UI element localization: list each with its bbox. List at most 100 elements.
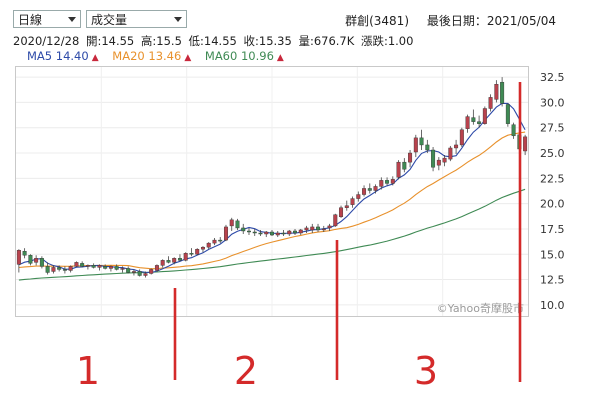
candle-body [258, 232, 263, 235]
candle [350, 196, 355, 208]
candle-body [57, 267, 62, 270]
chevron-down-icon [174, 17, 182, 22]
triangle-up-icon: ▲ [91, 53, 99, 63]
last-date: 最後日期：2021/05/04 [426, 14, 556, 28]
phase-label: 1 [76, 349, 100, 393]
candle [419, 129, 424, 150]
candle-body [523, 136, 528, 152]
candle-body [436, 159, 441, 166]
candle-body [264, 231, 269, 235]
candle [160, 259, 165, 268]
candle [488, 94, 493, 112]
candle-body [195, 248, 200, 255]
ma20-legend: MA20 13.46 ▲ [112, 49, 195, 63]
candle [108, 265, 113, 272]
candle-body [293, 230, 297, 234]
candle-body [362, 188, 367, 195]
candle [252, 228, 257, 237]
candle [218, 237, 223, 244]
candle-body [149, 269, 154, 274]
indicator-select[interactable]: 成交量 [86, 10, 187, 28]
candle [45, 262, 50, 275]
phase-annotations: 1 2 3 [76, 82, 522, 393]
candle [293, 228, 297, 236]
candle [436, 157, 441, 171]
candle-body [218, 239, 223, 242]
candle-body [120, 268, 125, 270]
candle-body [454, 144, 459, 149]
candle-body [183, 253, 188, 261]
period-select-value: 日線 [18, 13, 43, 27]
candle [177, 254, 182, 262]
ma60-label: MA60 [204, 49, 238, 63]
candle [39, 256, 44, 269]
candle-body [16, 250, 21, 265]
ma20-line [18, 131, 526, 270]
candle [97, 264, 102, 271]
candle-body [304, 227, 309, 231]
candle [385, 177, 390, 186]
candle [494, 80, 499, 103]
candle [287, 229, 292, 237]
candle [16, 249, 21, 273]
candle-body [247, 230, 251, 233]
candle [241, 223, 246, 235]
candle-body [425, 144, 430, 151]
candle-body [154, 265, 159, 271]
candle [223, 224, 228, 242]
candle-body [442, 157, 447, 163]
indicator-select-value: 成交量 [91, 13, 128, 27]
y-tick-label: 20.0 [540, 198, 565, 211]
candle [281, 229, 286, 237]
candle [500, 77, 505, 107]
candle-body [51, 267, 56, 272]
candle [57, 265, 62, 272]
candle [120, 266, 125, 273]
candle [154, 264, 159, 272]
candle-body [287, 230, 292, 235]
candles [16, 77, 528, 278]
y-tick-label: 32.5 [540, 71, 565, 84]
candle-body [379, 180, 384, 187]
candle [448, 145, 453, 162]
candle-body [62, 269, 67, 271]
candle [477, 115, 482, 128]
candle-body [511, 124, 516, 137]
candle-body [166, 260, 171, 263]
candle [143, 271, 148, 278]
candle-body [471, 117, 476, 122]
period-select[interactable]: 日線 [13, 10, 81, 28]
candle [402, 158, 407, 173]
candle-body [373, 186, 378, 191]
candle [379, 177, 384, 190]
candle-body [34, 258, 39, 263]
candle-body [339, 207, 344, 218]
phase-label: 3 [414, 349, 438, 393]
candle [258, 229, 263, 237]
candle [321, 225, 326, 232]
ma60-value: 10.96 [240, 49, 274, 63]
candle-body [482, 108, 487, 124]
candle [413, 134, 418, 158]
y-tick-label: 22.5 [540, 172, 565, 185]
candle [189, 248, 194, 257]
candle-body [270, 231, 274, 236]
y-tick-label: 25.0 [540, 147, 565, 160]
candle [298, 228, 303, 236]
candle [356, 191, 361, 202]
ma60-legend: MA60 10.96 ▲ [205, 49, 284, 63]
candle [270, 229, 274, 237]
candle [344, 200, 349, 211]
candle-body [137, 271, 142, 276]
quote-volume: 量:676.7K [298, 34, 355, 48]
candle-body [177, 258, 182, 261]
phase-label: 2 [234, 349, 258, 393]
candle [327, 223, 332, 231]
ma5-label: MA5 [27, 49, 53, 63]
candle-body [316, 226, 321, 231]
candle [28, 254, 33, 266]
candle-body [22, 251, 27, 256]
candle [304, 225, 309, 233]
candle [195, 248, 200, 256]
